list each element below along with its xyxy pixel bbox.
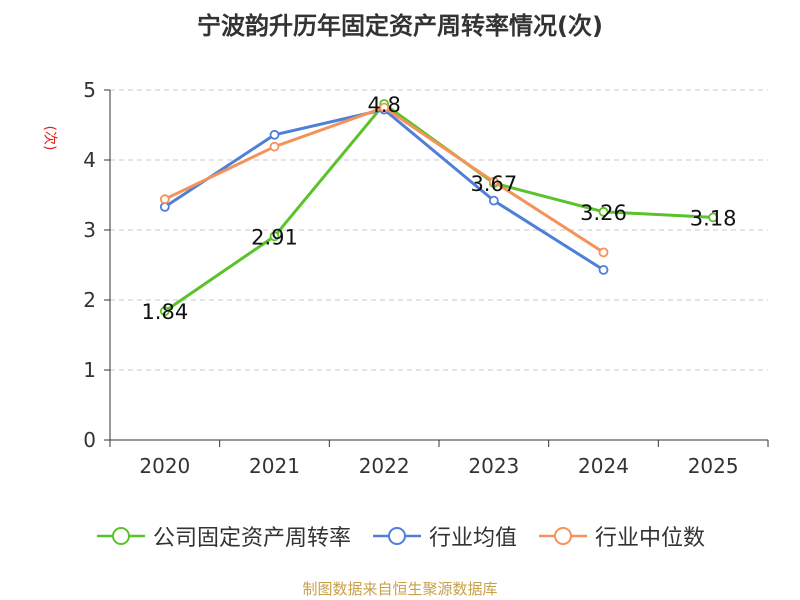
axis-layer: 0 1 2 3 4 5 2020 2021 2022 2023 2024 2025 (83, 78, 769, 478)
x-tick-label: 2024 (578, 454, 629, 478)
legend-label: 公司固定资产周转率 (152, 526, 351, 551)
x-tick-label: 2021 (249, 454, 300, 478)
data-point (598, 247, 609, 258)
data-label: 2.91 (251, 225, 298, 249)
data-label: 3.26 (580, 201, 627, 225)
y-tick-label: 2 (83, 288, 96, 312)
x-tick-label: 2023 (468, 454, 519, 478)
data-point (269, 141, 280, 152)
y-tick-label: 3 (83, 218, 96, 242)
label-layer: 1.84 2.91 4.8 3.67 3.26 3.18 (141, 93, 736, 324)
data-point (269, 129, 280, 140)
data-label: 3.67 (470, 172, 517, 196)
series-line (164, 108, 605, 272)
data-point (598, 264, 609, 275)
y-tick-label: 0 (83, 428, 96, 452)
x-tick-label: 2022 (359, 454, 410, 478)
legend-item[interactable]: 公司固定资产周转率 (95, 520, 351, 552)
data-label: 1.84 (141, 300, 188, 324)
series-line (163, 102, 714, 313)
x-tick-label: 2020 (139, 454, 190, 478)
data-point (598, 206, 609, 217)
legend-marker-icon (372, 527, 421, 545)
data-point (708, 212, 719, 223)
y-tick-label: 1 (83, 358, 96, 382)
x-tick-label: 2025 (688, 454, 739, 478)
series-line (164, 106, 605, 254)
y-tick-label: 5 (83, 78, 96, 102)
data-point (159, 194, 170, 205)
legend-marker-icon (96, 527, 145, 545)
legend-label: 行业均值 (428, 526, 517, 551)
data-point (488, 176, 499, 187)
data-point (488, 195, 499, 206)
data-point (269, 231, 280, 242)
data-point (159, 306, 170, 317)
data-label: 3.18 (690, 206, 737, 230)
chart-title: 宁波韵升历年固定资产周转率情况(次) (197, 12, 603, 40)
series-layer (159, 99, 719, 317)
data-label: 4.8 (367, 93, 400, 117)
legend-label: 行业中位数 (595, 526, 706, 551)
legend-item[interactable]: 行业中位数 (537, 520, 705, 552)
legend-item[interactable]: 行业均值 (371, 520, 517, 552)
source-note: 制图数据来自恒生聚源数据库 (302, 580, 498, 598)
legend: 公司固定资产周转率 行业均值 行业中位数 (0, 520, 800, 552)
data-point (379, 102, 390, 113)
grid-layer (110, 89, 768, 371)
legend-marker-icon (539, 527, 587, 545)
y-tick-label: 4 (83, 148, 96, 172)
